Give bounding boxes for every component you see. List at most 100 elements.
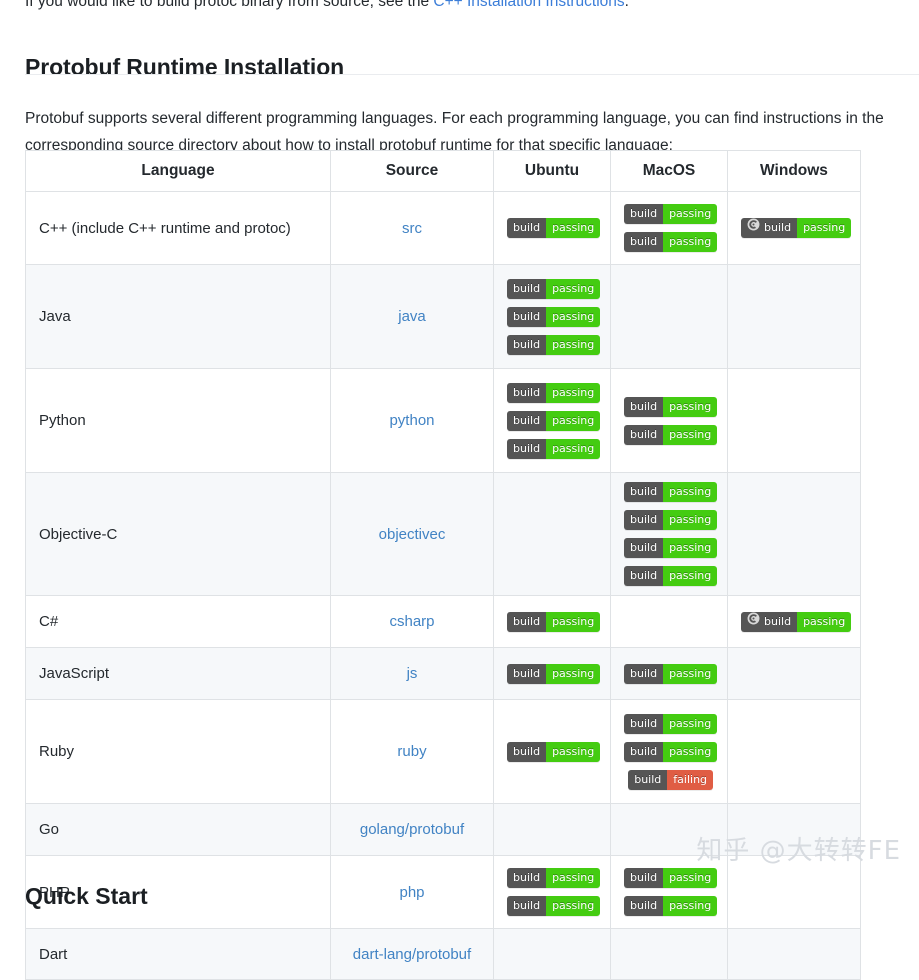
build-status-badge[interactable]: build passing (624, 538, 718, 558)
table-row: Dart dart-lang/protobuf (25, 928, 861, 980)
badge-label: build (507, 410, 547, 431)
build-status-badge[interactable]: build passing (624, 510, 718, 530)
badge-stack: build passing (507, 609, 601, 635)
source-link[interactable]: python (389, 412, 435, 429)
build-status-badge[interactable]: build passing (507, 306, 601, 327)
badge-label-text: build (630, 899, 658, 912)
badge-label-text: build (630, 485, 658, 498)
badge-label-text: build (630, 235, 658, 248)
language-name: JavaScript (39, 665, 110, 682)
build-status-badge[interactable]: build passing (507, 438, 601, 459)
build-status-badge[interactable]: build passing (507, 334, 601, 355)
windows-cell-empty (727, 928, 861, 980)
column-header-language: Language (25, 150, 331, 192)
ubuntu-cell-empty (493, 928, 611, 980)
clipped-top-text-before: If you would like to build protoc binary… (25, 0, 434, 10)
badge-status-text: passing (546, 218, 601, 238)
build-status-badge[interactable]: build passing (624, 396, 718, 417)
appveyor-icon (747, 612, 760, 632)
badge-status-text: passing (546, 611, 601, 632)
badge-label-text: build (630, 207, 658, 220)
build-status-badge[interactable]: build passing (624, 741, 718, 762)
build-status-badge[interactable]: build passing (741, 218, 852, 238)
windows-cell-empty (727, 368, 861, 473)
source-link[interactable]: objectivec (378, 525, 446, 543)
ubuntu-cell: build passing (493, 699, 611, 804)
build-status-badge[interactable]: build passing (624, 566, 718, 586)
badge-stack: build passing build passing (624, 394, 718, 448)
macos-cell-empty (610, 803, 728, 856)
column-header-windows: Windows (727, 150, 861, 192)
source-link[interactable]: src (402, 219, 422, 237)
ubuntu-cell: build passing (493, 191, 611, 265)
source-link[interactable]: ruby (397, 743, 427, 760)
build-status-badge[interactable]: build passing (507, 278, 601, 299)
cpp-installation-instructions-link[interactable]: C++ Installation Instructions (433, 0, 625, 10)
build-status-badge[interactable]: build passing (507, 741, 601, 762)
badge-label-text: build (764, 614, 792, 628)
build-status-badge[interactable]: build passing (507, 218, 601, 238)
badge-label: build (624, 232, 664, 252)
build-status-badge[interactable]: build passing (741, 611, 852, 632)
badge-label-text: build (630, 871, 658, 884)
source-link[interactable]: php (399, 883, 425, 901)
badge-status-text: passing (546, 306, 601, 327)
badge-label-text: build (513, 309, 541, 323)
language-name: Python (39, 412, 86, 429)
build-status-badge[interactable]: build passing (507, 382, 601, 403)
badge-label-text: build (630, 569, 658, 582)
language-cell: Dart (25, 928, 331, 980)
source-link[interactable]: golang/protobuf (359, 821, 465, 838)
macos-cell-empty (610, 928, 728, 980)
badge-label-text: build (513, 413, 541, 427)
badge-status-text: passing (797, 611, 852, 632)
column-header-ubuntu: Ubuntu (493, 150, 611, 192)
language-cell: Python (25, 368, 331, 473)
source-link[interactable]: csharp (389, 613, 435, 630)
build-status-badge[interactable]: build failing (628, 769, 714, 790)
badge-label-text: build (630, 716, 658, 730)
macos-cell-empty (610, 595, 728, 648)
build-status-badge[interactable]: build passing (624, 204, 718, 224)
badge-stack: build passing build passing (507, 865, 601, 919)
badge-label-text: build (630, 744, 658, 758)
build-status-badge[interactable]: build passing (507, 868, 601, 888)
windows-cell-empty (727, 699, 861, 804)
runtime-installation-table-wrapper: Language Source Ubuntu MacOS Windows C++… (25, 150, 861, 980)
build-status-badge[interactable]: build passing (507, 611, 601, 632)
build-status-badge[interactable]: build passing (624, 482, 718, 502)
badge-status-text: passing (663, 482, 718, 502)
source-link[interactable]: dart-lang/protobuf (352, 945, 472, 963)
badge-label: build (628, 769, 668, 790)
build-status-badge[interactable]: build passing (624, 232, 718, 252)
source-cell: golang/protobuf (330, 803, 494, 856)
bottom-clipped-heading: Quick Start (25, 883, 148, 909)
table-row: Go golang/protobuf (25, 803, 861, 856)
badge-label: build (624, 868, 664, 888)
badge-label: build (624, 741, 664, 762)
badge-label: build (624, 396, 664, 417)
build-status-badge[interactable]: build passing (624, 868, 718, 888)
build-status-badge[interactable]: build passing (507, 663, 601, 684)
build-status-badge[interactable]: build passing (624, 713, 718, 734)
source-link[interactable]: java (398, 308, 426, 325)
build-status-badge[interactable]: build passing (624, 424, 718, 445)
badge-label: build (507, 438, 547, 459)
table-header-row: Language Source Ubuntu MacOS Windows (25, 150, 861, 192)
table-row: Java java build passing build passing build pas… (25, 264, 861, 369)
badge-status-text: passing (546, 438, 601, 459)
language-cell: JavaScript (25, 647, 331, 700)
clipped-top-text-after: . (624, 0, 629, 10)
build-status-badge[interactable]: build passing (624, 663, 718, 684)
badge-label: build (624, 482, 664, 502)
source-link[interactable]: js (406, 665, 418, 682)
language-cell: C# (25, 595, 331, 648)
build-status-badge[interactable]: build passing (624, 896, 718, 916)
build-status-badge[interactable]: build passing (507, 410, 601, 431)
language-name: Objective-C (39, 525, 118, 543)
badge-label-text: build (513, 385, 541, 399)
build-status-badge[interactable]: build passing (507, 896, 601, 916)
language-name: C# (39, 613, 59, 630)
badge-label-text: build (513, 441, 541, 455)
language-cell: Objective-C (25, 472, 331, 596)
